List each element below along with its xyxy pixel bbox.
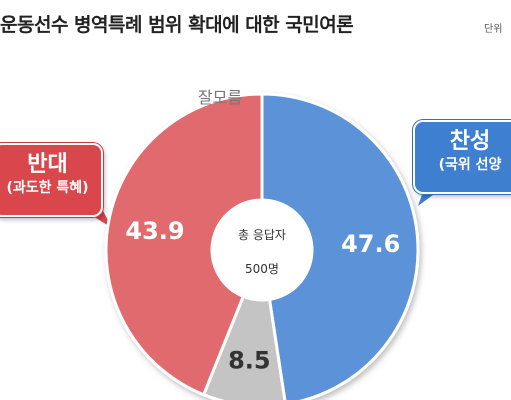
center-respondents: 500명 xyxy=(245,262,279,276)
center-title: 총 응답자 xyxy=(238,228,286,242)
center-label: 총 응답자 xyxy=(222,226,302,243)
unit-label: 단위 xyxy=(484,24,503,35)
disagree-callout: 반대 (과도한 특혜) xyxy=(0,143,103,217)
donut-hole xyxy=(212,200,312,300)
data-label-disagree: 43.9 xyxy=(125,217,184,245)
agree-callout-sub: (국위 선양 xyxy=(438,157,502,173)
unknown-label: 잘모름 xyxy=(197,88,243,107)
agree-callout: 찬성 (국위 선양 xyxy=(413,120,511,194)
agree-callout-title: 찬성 xyxy=(449,129,491,154)
data-label-unknown: 8.5 xyxy=(228,346,271,374)
disagree-callout-title: 반대 xyxy=(27,152,68,177)
disagree-callout-sub: (과도한 특혜) xyxy=(6,180,89,196)
center-sub-label: 500명 xyxy=(222,260,302,277)
data-label-agree: 47.6 xyxy=(341,230,400,258)
chart-title: 운동선수 병역특례 범위 확대에 대한 국민여론 xyxy=(0,14,354,36)
